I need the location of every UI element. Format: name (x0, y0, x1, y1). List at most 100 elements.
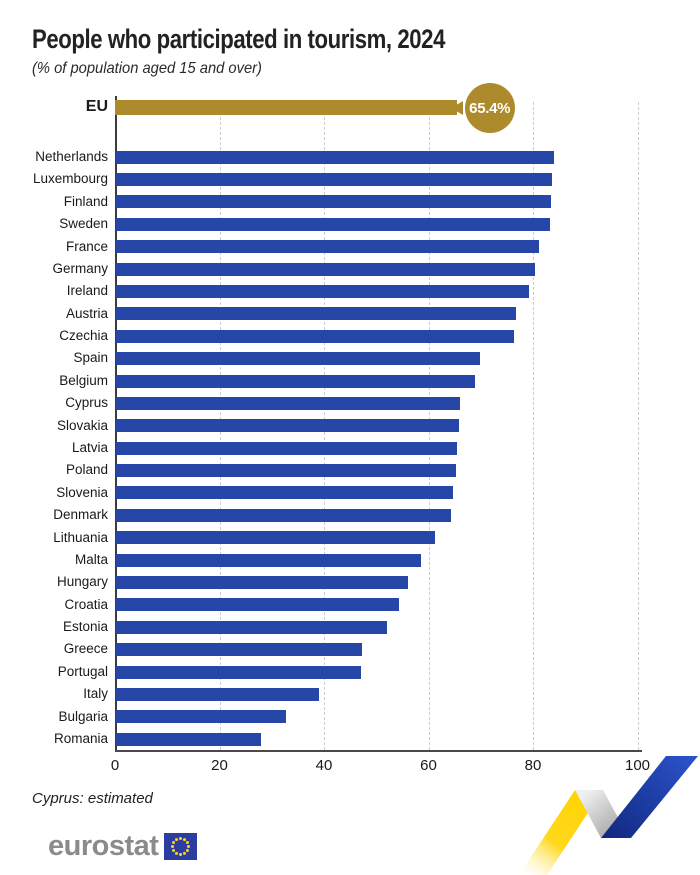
country-label: Sweden (59, 216, 108, 232)
footnote: Cyprus: estimated (32, 790, 153, 807)
bar-row-finland: Finland (0, 191, 700, 213)
chart-title: People who participated in tourism, 2024 (32, 24, 445, 54)
bar-row-hungary: Hungary (0, 571, 700, 593)
country-bar (115, 307, 516, 321)
bar-row-germany: Germany (0, 258, 700, 280)
country-bar (115, 643, 362, 657)
country-bar (115, 598, 399, 612)
country-label: Estonia (62, 619, 108, 635)
ribbon-blue-stripe (601, 756, 698, 838)
flag-star (171, 844, 175, 848)
country-label: Latvia (71, 440, 108, 455)
country-bar (115, 240, 539, 254)
x-tick-0: 0 (110, 757, 120, 774)
bar-row-france: France (0, 236, 700, 258)
country-bar (115, 464, 456, 478)
flag-star (172, 848, 176, 852)
country-bar (115, 553, 421, 567)
bar-row-czechia: Czechia (0, 325, 700, 347)
country-label: Spain (73, 350, 108, 366)
country-bar (115, 732, 261, 746)
country-bar (115, 419, 459, 433)
bar-row-denmark: Denmark (0, 504, 700, 526)
country-label: Austria (65, 305, 108, 321)
bar-row-estonia: Estonia (0, 616, 700, 638)
eurostat-logo: eurostat (48, 830, 198, 862)
bar-row-sweden: Sweden (0, 213, 700, 235)
bar-row-malta: Malta (0, 549, 700, 571)
country-label: Germany (52, 260, 108, 276)
eu-bar (115, 100, 457, 115)
country-bar (115, 217, 550, 231)
bar-row-cyprus: Cyprus (0, 392, 700, 414)
eurostat-logo-text: eurostat (48, 830, 159, 862)
country-label: France (65, 238, 108, 254)
bar-row-italy: Italy (0, 683, 700, 705)
x-axis-line (115, 750, 642, 752)
country-label: Cyprus (65, 395, 108, 411)
country-bar (115, 620, 388, 634)
ribbon-yellow-stripe (519, 790, 603, 875)
x-tick-20: 20 (211, 757, 228, 774)
bar-row-slovakia: Slovakia (0, 415, 700, 437)
bar-row-belgium: Belgium (0, 370, 700, 392)
flag-star (187, 844, 191, 848)
badge-notch-icon (450, 101, 463, 115)
country-label: Finland (63, 193, 108, 209)
bar-row-spain: Spain (0, 347, 700, 369)
country-label: Croatia (64, 596, 108, 612)
country-bar (115, 352, 481, 366)
bar-row-lithuania: Lithuania (0, 527, 700, 549)
flag-star (175, 837, 179, 841)
country-label: Luxembourg (32, 171, 108, 187)
country-label: Portugal (57, 663, 108, 679)
x-tick-80: 80 (524, 757, 542, 774)
bar-row-latvia: Latvia (0, 437, 700, 459)
country-label: Netherlands (35, 149, 108, 164)
country-label: Belgium (59, 372, 108, 388)
country-label: Greece (63, 641, 108, 657)
country-label: Slovenia (56, 484, 108, 500)
country-bar (115, 486, 454, 500)
flag-star (183, 837, 187, 841)
country-label: Czechia (59, 328, 108, 344)
bar-row-greece: Greece (0, 638, 700, 660)
bar-row-ireland: Ireland (0, 280, 700, 302)
chart-subtitle: (% of population aged 15 and over) (32, 60, 262, 77)
bar-row-netherlands: Netherlands (0, 146, 700, 168)
country-bar (115, 710, 286, 724)
country-label: Hungary (56, 574, 108, 590)
bar-row-luxembourg: Luxembourg (0, 168, 700, 190)
country-label: Slovakia (56, 417, 108, 433)
country-label: Denmark (53, 507, 108, 523)
flag-star (183, 851, 187, 855)
flag-star (186, 840, 190, 844)
country-bar (115, 329, 514, 343)
flag-star (186, 848, 190, 852)
bar-row-austria: Austria (0, 303, 700, 325)
bar-row-poland: Poland (0, 459, 700, 481)
flag-star (172, 840, 176, 844)
x-tick-100: 100 (624, 757, 651, 774)
country-bar (115, 531, 436, 545)
country-bar (115, 396, 461, 410)
country-label: Lithuania (53, 529, 108, 545)
country-bar (115, 284, 530, 298)
eu-value-label: 65.4% (469, 99, 511, 117)
country-label: Poland (65, 462, 108, 478)
country-label: Malta (74, 551, 108, 567)
gridline-80 (533, 102, 534, 750)
country-bar (115, 195, 552, 209)
country-label: Romania (53, 731, 108, 746)
country-bar (115, 441, 458, 455)
country-label: Ireland (66, 283, 108, 299)
bar-row-slovenia: Slovenia (0, 482, 700, 504)
bar-row-portugal: Portugal (0, 661, 700, 683)
country-label: Bulgaria (58, 708, 108, 724)
flag-star (175, 851, 179, 855)
flag-star (179, 836, 183, 840)
country-bar (115, 262, 535, 276)
bar-row-bulgaria: Bulgaria (0, 706, 700, 728)
country-bar (115, 173, 552, 187)
country-label: Italy (83, 686, 108, 702)
